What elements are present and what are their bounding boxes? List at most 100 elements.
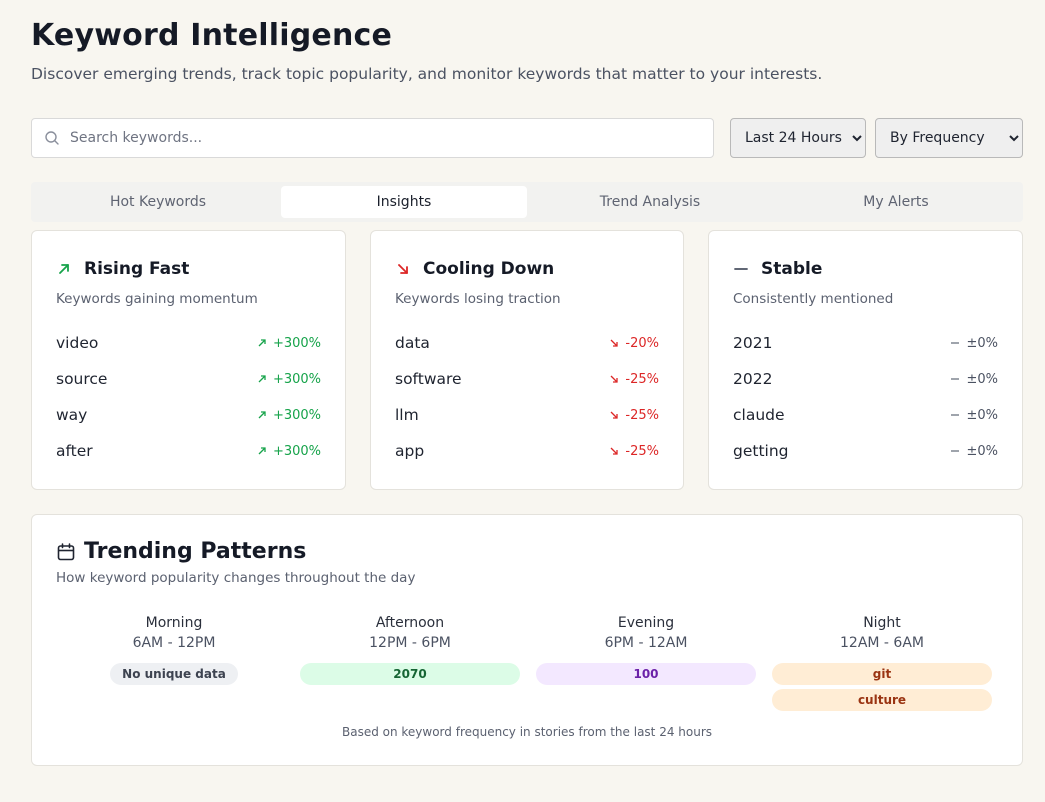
period-name: Night [863, 615, 901, 631]
keyword-row[interactable]: 2021 ±0% [733, 325, 998, 361]
period-range: 6AM - 12PM [132, 635, 216, 651]
minus-icon [950, 446, 960, 456]
search-box[interactable] [31, 118, 714, 158]
keyword-change-value: -25% [625, 371, 659, 387]
arrow-down-right-icon [395, 261, 411, 277]
sort-select[interactable]: By Frequency [875, 118, 1023, 158]
keyword-change-value: +300% [272, 335, 321, 351]
keyword-change-value: -25% [625, 407, 659, 423]
period-range: 12PM - 6PM [369, 635, 451, 651]
keyword-change-value: +300% [272, 443, 321, 459]
patterns-subtitle: How keyword popularity changes throughou… [56, 570, 416, 586]
keyword-row[interactable]: getting ±0% [733, 433, 998, 469]
card-subtitle: Consistently mentioned [733, 291, 894, 307]
arrow-up-right-icon [257, 446, 267, 456]
arrow-up-right-icon [257, 338, 267, 348]
keyword-change-value: +300% [272, 407, 321, 423]
period-range: 12AM - 6AM [840, 635, 924, 651]
keyword-row[interactable]: software -25% [395, 361, 659, 397]
keyword-row[interactable]: app -25% [395, 433, 659, 469]
keyword-badge[interactable]: 100 [536, 663, 756, 685]
arrow-down-right-icon [609, 446, 619, 456]
keyword-change: -25% [609, 372, 659, 387]
keyword-name: software [395, 370, 462, 388]
arrow-down-right-icon [609, 338, 619, 348]
tab-insights[interactable]: Insights [281, 186, 527, 218]
keyword-name: app [395, 442, 425, 460]
keyword-name: way [56, 406, 88, 424]
trending-patterns-card: Trending Patterns How keyword popularity… [31, 514, 1023, 766]
arrow-down-right-icon [609, 410, 619, 420]
tab-hot-keywords[interactable]: Hot Keywords [109, 194, 207, 210]
period-night: Night 12AM - 6AM git culture [764, 615, 1000, 715]
card-subtitle: Keywords gaining momentum [56, 291, 258, 307]
keyword-change-value: ±0% [966, 407, 998, 423]
keyword-change: ±0% [950, 408, 998, 423]
stable-card: Stable Consistently mentioned 2021 ±0% 2… [708, 230, 1023, 490]
keyword-name: source [56, 370, 108, 388]
calendar-icon [56, 542, 76, 562]
keyword-change-value: ±0% [966, 335, 998, 351]
period-range: 6PM - 12AM [604, 635, 688, 651]
keyword-list: data -20% software -25% llm -25% app [395, 325, 659, 469]
arrow-down-right-icon [609, 374, 619, 384]
keyword-change-value: -25% [625, 443, 659, 459]
card-title: Stable [761, 259, 823, 279]
keyword-row[interactable]: data -20% [395, 325, 659, 361]
keyword-change: -25% [609, 444, 659, 459]
search-input[interactable] [70, 130, 690, 146]
keyword-name: llm [395, 406, 419, 424]
period-name: Afternoon [375, 615, 445, 631]
page-subtitle: Discover emerging trends, track topic po… [31, 65, 823, 83]
period-name: Evening [617, 615, 675, 631]
keyword-badge[interactable]: 2070 [300, 663, 520, 685]
keyword-change-value: ±0% [966, 443, 998, 459]
patterns-footnote: Based on keyword frequency in stories fr… [341, 725, 713, 739]
keyword-name: after [56, 442, 93, 460]
card-title: Cooling Down [423, 259, 555, 279]
keyword-list: 2021 ±0% 2022 ±0% claude ±0% getting [733, 325, 998, 469]
keyword-list: video +300% source +300% way +300% after [56, 325, 321, 469]
keyword-row[interactable]: video +300% [56, 325, 321, 361]
keyword-badge: No unique data [110, 663, 238, 685]
keyword-change: +300% [257, 408, 321, 423]
keyword-change-value: +300% [272, 371, 321, 387]
keyword-row[interactable]: way +300% [56, 397, 321, 433]
keyword-change-value: ±0% [966, 371, 998, 387]
keyword-name: video [56, 334, 99, 352]
keyword-badge[interactable]: culture [772, 689, 992, 711]
minus-icon [950, 374, 960, 384]
keyword-row[interactable]: claude ±0% [733, 397, 998, 433]
keyword-change: +300% [257, 336, 321, 351]
patterns-title: Trending Patterns [84, 539, 307, 564]
card-subtitle: Keywords losing traction [395, 291, 561, 307]
keyword-change: ±0% [950, 372, 998, 387]
keyword-change: +300% [257, 372, 321, 387]
keyword-row[interactable]: after +300% [56, 433, 321, 469]
keyword-badge[interactable]: git [772, 663, 992, 685]
tab-trend-analysis[interactable]: Trend Analysis [599, 194, 701, 210]
keyword-change: -25% [609, 408, 659, 423]
period-name: Morning [145, 615, 203, 631]
arrow-up-right-icon [257, 410, 267, 420]
card-title: Rising Fast [84, 259, 190, 279]
minus-icon [950, 338, 960, 348]
keyword-name: 2021 [733, 334, 773, 352]
keyword-name: getting [733, 442, 789, 460]
cooling-down-card: Cooling Down Keywords losing traction da… [370, 230, 684, 490]
period-morning: Morning 6AM - 12PM No unique data [56, 615, 292, 715]
rising-fast-card: Rising Fast Keywords gaining momentum vi… [31, 230, 346, 490]
keyword-row[interactable]: 2022 ±0% [733, 361, 998, 397]
period-evening: Evening 6PM - 12AM 100 [528, 615, 764, 715]
period-list: Morning 6AM - 12PM No unique data Aftern… [56, 615, 1000, 715]
time-range-select[interactable]: Last 24 Hours [730, 118, 866, 158]
period-afternoon: Afternoon 12PM - 6PM 2070 [292, 615, 528, 715]
keyword-row[interactable]: llm -25% [395, 397, 659, 433]
keyword-row[interactable]: source +300% [56, 361, 321, 397]
tab-my-alerts[interactable]: My Alerts [863, 194, 929, 210]
keyword-change: ±0% [950, 444, 998, 459]
tab-bar: Hot Keywords Insights Trend Analysis My … [31, 182, 1023, 222]
keyword-name: claude [733, 406, 785, 424]
keyword-name: data [395, 334, 430, 352]
keyword-change-value: -20% [625, 335, 659, 351]
